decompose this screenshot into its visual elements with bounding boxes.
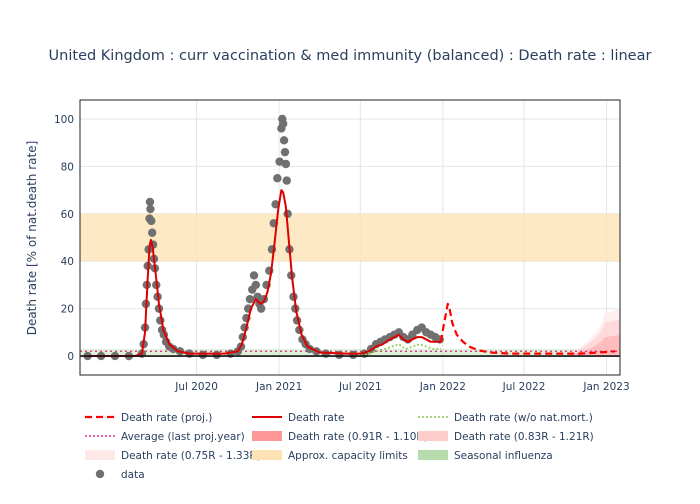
series-line — [353, 343, 442, 357]
data-point — [148, 228, 157, 237]
data-point — [145, 197, 155, 207]
y-tick-label: 20 — [61, 304, 74, 316]
y-tick-label: 0 — [67, 351, 74, 363]
y-axis-label: Death rate [% of nat.death rate] — [25, 141, 39, 336]
x-tick-label: Jul 2020 — [174, 381, 218, 393]
data-point — [147, 216, 156, 226]
legend-label: Death rate (w/o nat.mort.) — [454, 412, 593, 424]
axes: 0 20 40 60 80 100 Jul 2020 Jan 2021 Jul 2021 Jan … — [54, 114, 630, 393]
series-line — [439, 302, 616, 355]
legend-swatch — [252, 431, 282, 441]
legend-label: Death rate (0.75R - 1.33R) — [121, 450, 261, 462]
x-tick-label: Jan 2021 — [255, 381, 302, 393]
data-point — [278, 119, 288, 128]
legend-label: Death rate — [288, 412, 344, 424]
data-point — [280, 147, 290, 157]
legend-label: Death rate (proj.) — [121, 412, 212, 424]
legend-label: Death rate (0.91R - 1.10R) — [288, 431, 428, 443]
data-point — [273, 174, 282, 183]
legend-label: Death rate (0.83R - 1.21R) — [454, 431, 594, 443]
y-tick-label: 80 — [61, 161, 74, 173]
data-point — [245, 294, 255, 304]
data-point — [348, 350, 358, 360]
legend-label: Seasonal influenza — [454, 450, 553, 462]
legend-swatch — [252, 450, 282, 460]
data-point — [271, 200, 280, 209]
data-point — [281, 159, 291, 169]
series-line — [87, 189, 442, 358]
data-point — [282, 176, 291, 185]
legend: Death rate (proj.) Death rate Death rate (… — [85, 412, 594, 481]
legend-label: Approx. capacity limits — [288, 450, 408, 462]
data-point — [249, 271, 259, 280]
data-point — [146, 204, 155, 214]
legend-swatch — [418, 450, 448, 460]
data-point — [198, 350, 208, 360]
projection-band — [565, 319, 620, 357]
data-point — [212, 350, 221, 360]
series-layer — [80, 114, 620, 361]
data-point — [256, 304, 266, 313]
legend-label: Average (last proj.year) — [121, 431, 245, 443]
legend-swatch — [418, 431, 448, 441]
legend-label: data — [121, 469, 145, 481]
legend-swatch — [95, 469, 105, 479]
data-point — [279, 136, 289, 145]
y-tick-label: 100 — [54, 114, 74, 126]
x-tick-label: Jan 2022 — [419, 381, 466, 393]
x-tick-label: Jan 2023 — [582, 381, 629, 393]
x-tick-label: Jul 2022 — [502, 381, 546, 393]
legend-swatch — [85, 450, 115, 460]
y-tick-label: 60 — [61, 209, 74, 221]
data-point — [251, 280, 261, 290]
plot-frame — [79, 99, 621, 376]
chart-title: United Kingdom : curr vaccination & med … — [49, 48, 652, 64]
x-tick-label: Jul 2021 — [338, 381, 382, 393]
y-tick-label: 40 — [61, 256, 74, 268]
data-point — [335, 350, 344, 360]
capacity-limits-band — [80, 213, 620, 262]
